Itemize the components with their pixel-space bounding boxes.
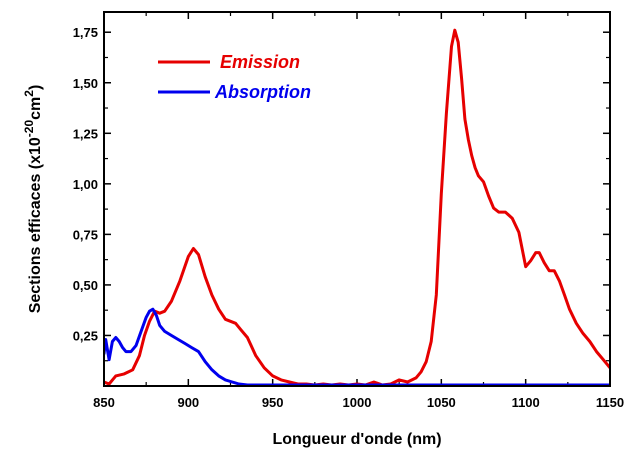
x-tick-label: 900: [177, 395, 199, 410]
x-tick-label: 1150: [596, 395, 624, 410]
y-axis-title-exponent: -20: [22, 120, 36, 138]
x-tick-label: 1100: [512, 395, 540, 410]
x-axis-title: Longueur d'onde (nm): [272, 431, 441, 448]
y-tick-label: 0,25: [73, 328, 98, 343]
y-axis-title-main: Sections efficaces (x10: [27, 137, 44, 313]
x-tick-label: 850: [93, 395, 115, 410]
y-tick-label: 1,00: [73, 177, 98, 192]
y-axis-title-unit-exponent: 2: [22, 90, 36, 97]
series-line-absorption: [104, 307, 610, 386]
x-tick-label: 1000: [343, 395, 372, 410]
legend-label-emission: Emission: [220, 52, 300, 72]
y-tick-label: 1,75: [73, 25, 98, 40]
y-tick-label: 0,50: [73, 278, 98, 293]
ticks-layer: 850 900 950 1000 1050 1100 1150 0,25 0,50 0,75 1,0…: [73, 12, 624, 410]
y-axis-title: Sections efficaces (x10-20cm2): [22, 85, 44, 314]
plot-frame: [103, 11, 611, 387]
x-tick-label: 950: [262, 395, 284, 410]
y-tick-label: 1,25: [73, 126, 98, 141]
legend: Emission Absorption: [158, 52, 311, 102]
y-axis-title-end: ): [27, 85, 44, 90]
y-tick-label: 1,50: [73, 76, 98, 91]
y-axis-title-unit: cm: [27, 97, 44, 120]
series-layer: [104, 28, 610, 386]
y-tick-label: 0,75: [73, 227, 98, 242]
x-tick-label: 1050: [427, 395, 456, 410]
series-line-emission: [104, 28, 610, 386]
legend-label-absorption: Absorption: [214, 82, 311, 102]
